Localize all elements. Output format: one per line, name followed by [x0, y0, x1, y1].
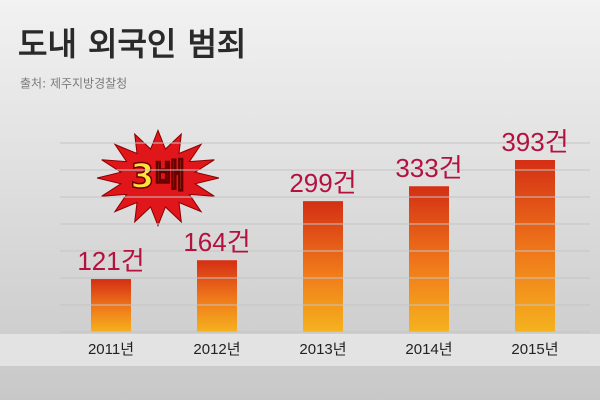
value-label: 393건	[501, 127, 568, 157]
bar	[197, 260, 237, 332]
x-tick-label: 2014년	[405, 341, 452, 358]
chart-title: 도내 외국인 범죄	[18, 25, 246, 63]
chart-subtitle: 출처: 제주지방경찰청	[20, 77, 127, 91]
starburst	[96, 129, 220, 227]
x-tick-label: 2011년	[88, 341, 134, 358]
bar	[91, 279, 131, 332]
bar	[409, 186, 449, 332]
value-label: 164건	[183, 227, 250, 257]
category-band	[0, 334, 600, 366]
x-tick-label: 2012년	[193, 341, 240, 358]
annotation: 3배	[131, 157, 186, 197]
value-label: 333건	[395, 153, 462, 183]
value-label: 299건	[289, 168, 356, 198]
x-tick-label: 2015년	[511, 341, 558, 358]
value-label: 121건	[77, 246, 144, 276]
bar	[303, 201, 343, 332]
x-tick-label: 2013년	[299, 341, 346, 358]
bar	[515, 160, 555, 332]
annotation-burst: 3배	[96, 129, 220, 227]
